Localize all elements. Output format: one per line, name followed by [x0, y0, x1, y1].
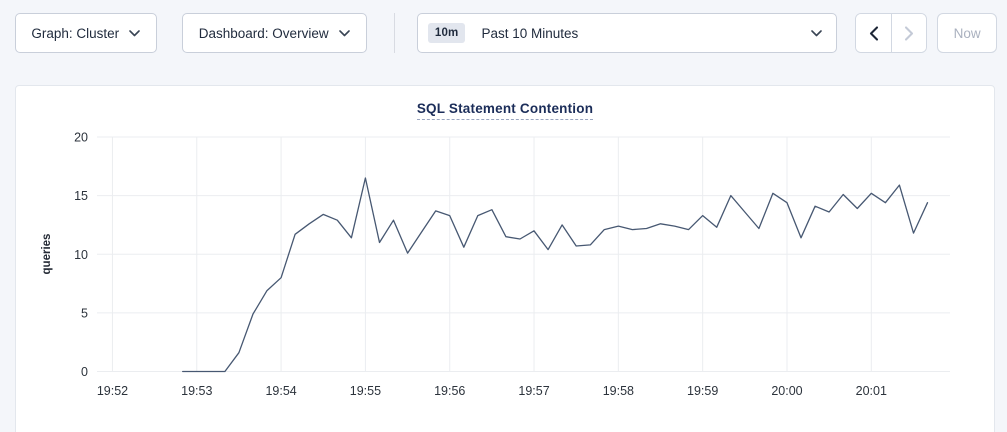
time-step-button-group [855, 13, 928, 53]
chevron-down-icon [811, 29, 823, 37]
chevron-down-icon [129, 29, 140, 37]
sql-contention-line-chart: 0 5 10 15 20 19:52 19:53 19:54 19:55 19:56 19:57 19… [41, 131, 950, 398]
graph-dropdown[interactable]: Graph: Cluster [15, 13, 157, 53]
svg-text:queries: queries [41, 234, 53, 275]
chevron-right-icon [904, 25, 914, 41]
svg-text:15: 15 [74, 189, 88, 203]
dashboard-dropdown[interactable]: Dashboard: Overview [181, 13, 367, 53]
chart-panel: SQL Statement Contention 0 5 10 15 20 19:52 19… [15, 85, 995, 432]
svg-text:19:58: 19:58 [603, 384, 634, 398]
svg-text:10: 10 [74, 248, 88, 262]
svg-text:19:57: 19:57 [518, 384, 549, 398]
toolbar-divider [393, 13, 395, 53]
svg-text:19:54: 19:54 [265, 384, 296, 398]
svg-text:19:56: 19:56 [434, 384, 465, 398]
time-backward-button[interactable] [856, 14, 892, 52]
svg-text:5: 5 [81, 306, 88, 320]
time-forward-button[interactable] [891, 14, 927, 52]
time-range-picker[interactable]: 10m Past 10 Minutes [416, 13, 838, 53]
metrics-toolbar: Graph: Cluster Dashboard: Overview 10m P… [15, 13, 997, 53]
dashboard-dropdown-label: Dashboard: Overview [198, 25, 329, 41]
svg-text:19:55: 19:55 [350, 384, 381, 398]
time-range-label: Past 10 Minutes [481, 25, 579, 41]
now-button[interactable]: Now [937, 13, 997, 53]
graph-dropdown-label: Graph: Cluster [31, 25, 120, 41]
svg-text:19:59: 19:59 [687, 384, 718, 398]
time-range-badge: 10m [427, 23, 466, 43]
chevron-left-icon [869, 25, 879, 41]
svg-text:20: 20 [74, 131, 88, 145]
svg-text:19:52: 19:52 [97, 384, 128, 398]
svg-text:20:00: 20:00 [771, 384, 802, 398]
svg-text:0: 0 [81, 365, 88, 379]
svg-text:19:53: 19:53 [181, 384, 212, 398]
chart-title[interactable]: SQL Statement Contention [416, 101, 594, 120]
chevron-down-icon [338, 29, 350, 37]
svg-text:20:01: 20:01 [856, 384, 887, 398]
